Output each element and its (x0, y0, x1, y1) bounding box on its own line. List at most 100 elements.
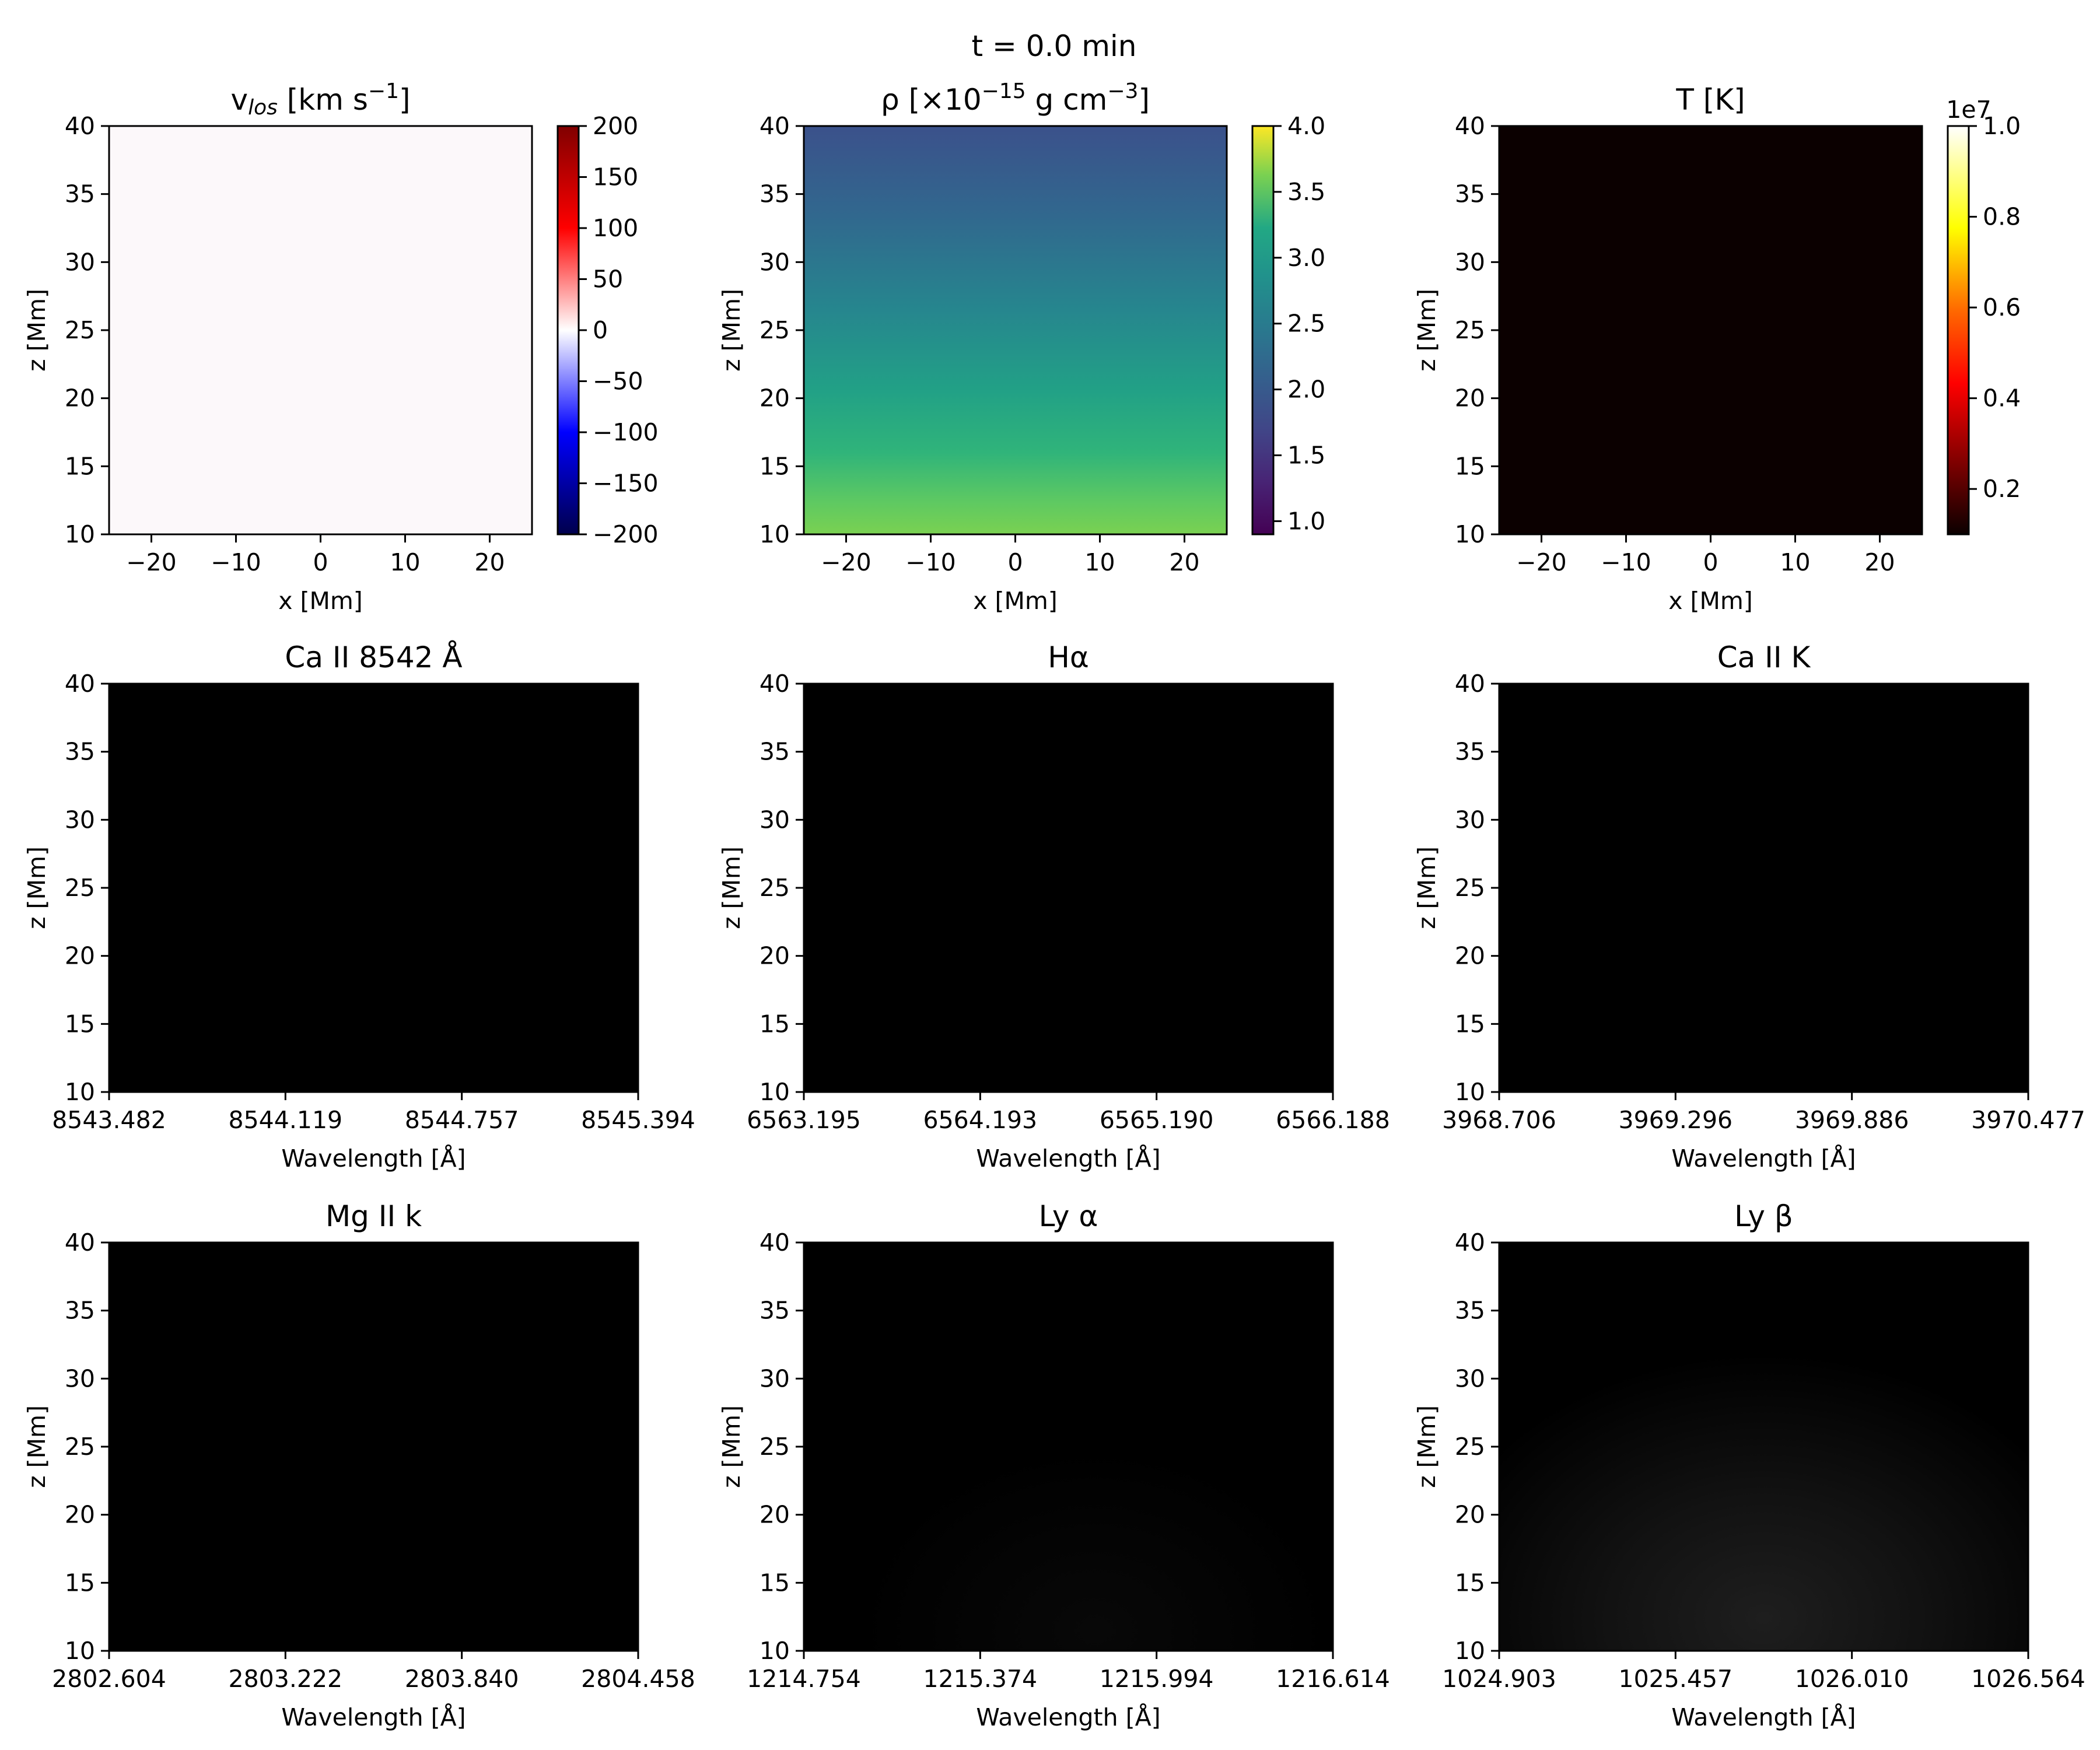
x-tick-label: 10 (1084, 548, 1115, 576)
panel-title-part: −15 (982, 79, 1026, 103)
panel-6: Ca II K 10 15 20 25 30 35 40 z [Mm] 3968.706 3969.… (1413, 640, 2085, 1172)
x-tick-label: 1026.010 (1795, 1665, 1909, 1693)
x-axis-label: x [Mm] (1668, 587, 1753, 615)
panel-title-part: ρ [×10 (881, 83, 982, 117)
y-tick-label: 35 (65, 738, 95, 766)
x-axis-label: Wavelength [Å] (1671, 1703, 1856, 1731)
y-tick-label: 15 (760, 452, 790, 480)
colorbar-tick-label: 0.6 (1983, 293, 2021, 321)
colorbar-bar (1251, 125, 1275, 536)
x-axis-label: x [Mm] (278, 587, 363, 615)
panel-title: Hα (1048, 640, 1089, 674)
x-tick-label: 8544.757 (405, 1106, 519, 1134)
y-tick-label: 20 (760, 384, 790, 412)
colorbar-tick-label: −200 (593, 520, 659, 548)
x-tick-label: 8544.119 (229, 1106, 343, 1134)
heatmap-image (804, 684, 1333, 1092)
x-tick-label: 2803.222 (229, 1665, 343, 1693)
y-tick-label: 40 (65, 112, 95, 140)
y-tick-label: 25 (1455, 316, 1485, 344)
panel-8: Ly α 10 15 20 25 30 35 40 z [Mm] 1214.754 1215.374… (718, 1199, 1390, 1731)
y-tick-label: 35 (1455, 738, 1485, 766)
y-tick-label: 15 (1455, 1569, 1485, 1597)
colorbar: 1.0 0.8 0.6 0.4 0.2 1e7 (1946, 96, 2021, 536)
panel-title-part: −1 (368, 79, 399, 103)
y-axis-label: z [Mm] (23, 289, 51, 372)
colorbar-tick-label: 2.0 (1287, 376, 1325, 404)
panel-9: Ly β 10 15 20 25 30 35 40 z [Mm] 1024.903 1025.457… (1413, 1199, 2085, 1731)
y-tick-label: 40 (1455, 1228, 1485, 1256)
y-tick-label: 35 (65, 1297, 95, 1325)
y-tick-label: 40 (760, 112, 790, 140)
colorbar-tick-label: −50 (593, 368, 643, 396)
y-tick-label: 15 (760, 1010, 790, 1038)
panel-title-part: [km s (278, 83, 368, 117)
y-tick-label: 40 (65, 670, 95, 698)
y-axis-label: z [Mm] (718, 846, 746, 929)
y-axis-label: z [Mm] (23, 846, 51, 929)
panel-7: Mg II k 10 15 20 25 30 35 40 z [Mm] 2802.604 2803.… (23, 1199, 695, 1731)
panel-5: Hα 10 15 20 25 30 35 40 z [Mm] 6563.195 6564.193 65… (718, 640, 1390, 1172)
y-tick-label: 30 (760, 806, 790, 834)
x-tick-label: 0 (1703, 548, 1718, 576)
y-tick-label: 25 (65, 316, 95, 344)
x-axis-label: Wavelength [Å] (281, 1144, 466, 1172)
y-tick-label: 10 (760, 1637, 790, 1665)
colorbar-tick-label: 3.5 (1287, 178, 1325, 206)
figure-suptitle: t = 0.0 min (972, 29, 1137, 63)
y-tick-label: 20 (65, 942, 95, 970)
colorbar-tick-label: 200 (593, 112, 638, 140)
x-tick-label: 6565.190 (1100, 1106, 1214, 1134)
panel-title: Ca II 8542 Å (285, 640, 462, 674)
y-tick-label: 30 (1455, 248, 1485, 276)
heatmap-image (1499, 684, 2028, 1092)
x-tick-label: −20 (821, 548, 872, 576)
y-tick-label: 15 (65, 452, 95, 480)
panel-title-part: los (248, 96, 278, 120)
panel-title: ρ [×10−15 g cm−3] (881, 79, 1150, 117)
panel-title-part: ] (1138, 83, 1150, 117)
x-tick-label: 1026.564 (1971, 1665, 2085, 1693)
x-tick-label: 10 (390, 548, 420, 576)
y-axis-label: z [Mm] (1413, 1405, 1441, 1488)
y-tick-label: 30 (1455, 1364, 1485, 1392)
y-tick-label: 25 (65, 874, 95, 902)
x-tick-label: 1024.903 (1442, 1665, 1556, 1693)
panel-title: Ca II K (1717, 640, 1811, 674)
panel-title: Mg II k (326, 1199, 422, 1233)
x-tick-label: −20 (126, 548, 177, 576)
y-tick-label: 20 (65, 1501, 95, 1529)
x-tick-label: 8545.394 (581, 1106, 695, 1134)
y-tick-label: 35 (760, 180, 790, 208)
x-axis-label: x [Mm] (973, 587, 1058, 615)
colorbar-tick-label: 1.0 (1287, 507, 1325, 535)
colorbar-bar (556, 125, 580, 536)
heatmap-image (109, 684, 638, 1092)
y-tick-label: 10 (1455, 520, 1485, 548)
x-tick-label: −20 (1516, 548, 1567, 576)
y-tick-label: 40 (760, 670, 790, 698)
y-tick-label: 10 (1455, 1078, 1485, 1106)
y-axis-label: z [Mm] (1413, 846, 1441, 929)
y-tick-label: 10 (760, 520, 790, 548)
y-tick-label: 25 (760, 874, 790, 902)
x-tick-label: 0 (313, 548, 328, 576)
x-tick-label: 10 (1780, 548, 1810, 576)
colorbar-tick-label: 1.0 (1983, 112, 2021, 140)
x-axis-label: Wavelength [Å] (976, 1144, 1160, 1172)
panel-title-part: −3 (1107, 79, 1138, 103)
x-tick-label: 1215.994 (1100, 1665, 1214, 1693)
x-tick-label: 0 (1007, 548, 1023, 576)
x-tick-label: −10 (905, 548, 956, 576)
colorbar-tick-label: −100 (593, 418, 659, 446)
x-tick-label: 1215.374 (923, 1665, 1038, 1693)
panel-title: Ly β (1734, 1199, 1793, 1233)
x-axis-label: Wavelength [Å] (976, 1703, 1160, 1731)
x-tick-label: 3968.706 (1442, 1106, 1556, 1134)
y-tick-label: 20 (1455, 384, 1485, 412)
y-tick-label: 15 (1455, 1010, 1485, 1038)
heatmap-glow (1499, 1242, 2028, 1651)
y-tick-label: 30 (65, 1364, 95, 1392)
x-tick-label: 1025.457 (1619, 1665, 1733, 1693)
